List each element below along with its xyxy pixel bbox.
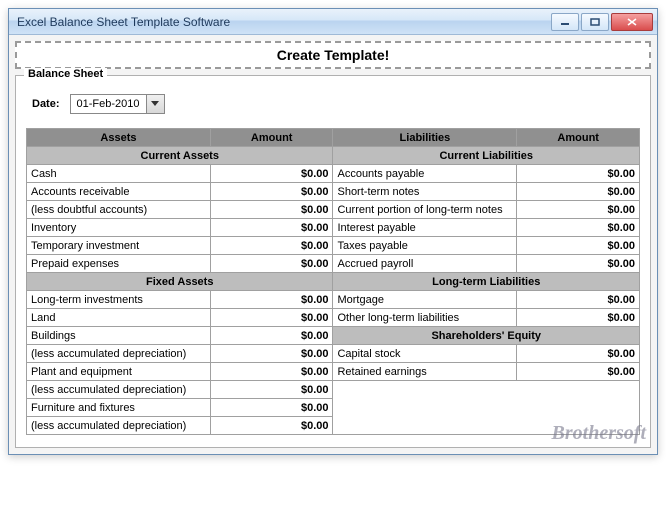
row-tempinvest-amount[interactable]: $0.00 — [210, 237, 333, 255]
row-land-label[interactable]: Land — [27, 309, 211, 327]
row-shortnotes-label[interactable]: Short-term notes — [333, 183, 517, 201]
balance-sheet-group: Balance Sheet Date: 01-Feb-2010 Assets A… — [15, 75, 651, 448]
row-otherlt-label[interactable]: Other long-term liabilities — [333, 309, 517, 327]
window-title: Excel Balance Sheet Template Software — [17, 15, 551, 29]
app-window: Excel Balance Sheet Template Software Cr… — [8, 8, 658, 455]
row-retained-amount[interactable]: $0.00 — [517, 363, 640, 381]
empty-area — [333, 381, 640, 435]
row-retained-label[interactable]: Retained earnings — [333, 363, 517, 381]
balance-sheet-table: Assets Amount Liabilities Amount Current… — [26, 128, 640, 435]
row-lessdep2-label[interactable]: (less accumulated depreciation) — [27, 381, 211, 399]
row-mortgage-label[interactable]: Mortgage — [333, 291, 517, 309]
maximize-button[interactable] — [581, 13, 609, 31]
row-cash-amount[interactable]: $0.00 — [210, 165, 333, 183]
row-currentlt-amount[interactable]: $0.00 — [517, 201, 640, 219]
section-fixed-assets: Fixed Assets — [27, 273, 333, 291]
row-lessdep1-label[interactable]: (less accumulated depreciation) — [27, 345, 211, 363]
minimize-button[interactable] — [551, 13, 579, 31]
row-inventory-amount[interactable]: $0.00 — [210, 219, 333, 237]
row-ar-label[interactable]: Accounts receivable — [27, 183, 211, 201]
row-furniture-amount[interactable]: $0.00 — [210, 399, 333, 417]
row-interest-label[interactable]: Interest payable — [333, 219, 517, 237]
group-legend: Balance Sheet — [24, 68, 107, 80]
row-lessdep3-label[interactable]: (less accumulated depreciation) — [27, 417, 211, 435]
col-amount-right: Amount — [517, 129, 640, 147]
row-accrued-amount[interactable]: $0.00 — [517, 255, 640, 273]
row-taxes-amount[interactable]: $0.00 — [517, 237, 640, 255]
row-buildings-label[interactable]: Buildings — [27, 327, 211, 345]
window-controls — [551, 13, 653, 31]
row-prepaid-amount[interactable]: $0.00 — [210, 255, 333, 273]
row-ap-amount[interactable]: $0.00 — [517, 165, 640, 183]
row-taxes-label[interactable]: Taxes payable — [333, 237, 517, 255]
chevron-down-icon — [146, 95, 164, 113]
row-land-amount[interactable]: $0.00 — [210, 309, 333, 327]
row-accrued-label[interactable]: Accrued payroll — [333, 255, 517, 273]
row-lessdep1-amount[interactable]: $0.00 — [210, 345, 333, 363]
row-doubtful-amount[interactable]: $0.00 — [210, 201, 333, 219]
col-amount-left: Amount — [210, 129, 333, 147]
row-mortgage-amount[interactable]: $0.00 — [517, 291, 640, 309]
row-ar-amount[interactable]: $0.00 — [210, 183, 333, 201]
col-liabilities: Liabilities — [333, 129, 517, 147]
col-assets: Assets — [27, 129, 211, 147]
row-lessdep3-amount[interactable]: $0.00 — [210, 417, 333, 435]
section-current-liabilities: Current Liabilities — [333, 147, 640, 165]
row-doubtful-label[interactable]: (less doubtful accounts) — [27, 201, 211, 219]
section-shareholders: Shareholders' Equity — [333, 327, 640, 345]
row-ap-label[interactable]: Accounts payable — [333, 165, 517, 183]
row-tempinvest-label[interactable]: Temporary investment — [27, 237, 211, 255]
row-ltinvest-label[interactable]: Long-term investments — [27, 291, 211, 309]
create-template-button[interactable]: Create Template! — [15, 41, 651, 69]
date-picker[interactable]: 01-Feb-2010 — [70, 94, 165, 114]
client-area: Create Template! Balance Sheet Date: 01-… — [9, 35, 657, 454]
row-otherlt-amount[interactable]: $0.00 — [517, 309, 640, 327]
row-capital-amount[interactable]: $0.00 — [517, 345, 640, 363]
row-prepaid-label[interactable]: Prepaid expenses — [27, 255, 211, 273]
section-lt-liabilities: Long-term Liabilities — [333, 273, 640, 291]
titlebar: Excel Balance Sheet Template Software — [9, 9, 657, 35]
row-plant-label[interactable]: Plant and equipment — [27, 363, 211, 381]
date-label: Date: — [32, 98, 60, 110]
row-currentlt-label[interactable]: Current portion of long-term notes — [333, 201, 517, 219]
close-button[interactable] — [611, 13, 653, 31]
date-value: 01-Feb-2010 — [71, 98, 146, 110]
row-interest-amount[interactable]: $0.00 — [517, 219, 640, 237]
row-shortnotes-amount[interactable]: $0.00 — [517, 183, 640, 201]
section-current-assets: Current Assets — [27, 147, 333, 165]
row-capital-label[interactable]: Capital stock — [333, 345, 517, 363]
row-furniture-label[interactable]: Furniture and fixtures — [27, 399, 211, 417]
row-lessdep2-amount[interactable]: $0.00 — [210, 381, 333, 399]
row-cash-label[interactable]: Cash — [27, 165, 211, 183]
row-plant-amount[interactable]: $0.00 — [210, 363, 333, 381]
date-row: Date: 01-Feb-2010 — [32, 94, 640, 114]
row-inventory-label[interactable]: Inventory — [27, 219, 211, 237]
row-ltinvest-amount[interactable]: $0.00 — [210, 291, 333, 309]
row-buildings-amount[interactable]: $0.00 — [210, 327, 333, 345]
